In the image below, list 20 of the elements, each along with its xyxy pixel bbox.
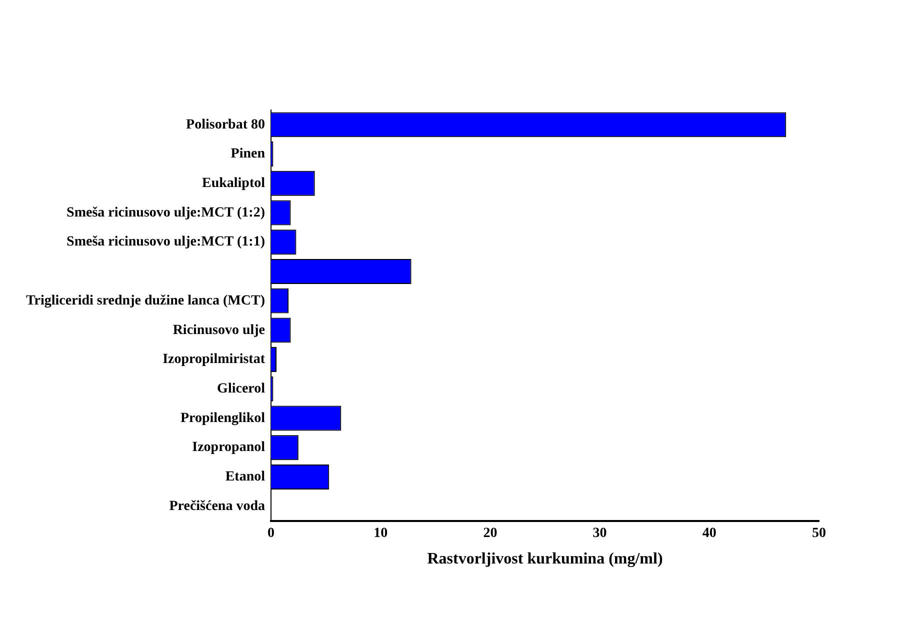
x-tick-label: 30 — [592, 526, 607, 542]
y-tick-label: Smeša ricinusovo ulje:MCT (1:2) — [66, 205, 266, 220]
y-tick-label: Polisorbat 80 — [186, 117, 266, 132]
y-tick-label: Glicerol — [217, 382, 266, 396]
y-tick-label: Smeša ricinusovo ulje:MCT (1:1) — [66, 234, 266, 250]
y-tick-label: Propilenglikol — [180, 410, 266, 426]
x-tick-label: 50 — [812, 526, 826, 542]
y-tick-label: Prečišćena voda — [169, 498, 266, 514]
y-tick-label: Eukaliptol — [202, 176, 266, 191]
x-axis-title: Rastvorljivost kurkumina (mg/ml) — [427, 550, 663, 568]
x-tick-label: 10 — [374, 526, 388, 542]
x-tick-label: 40 — [702, 526, 716, 542]
y-tick-label: Etanol — [225, 470, 266, 485]
y-tick-label: Izopropanol — [192, 440, 266, 456]
y-tick-label: Ricinusovo ulje — [172, 322, 266, 338]
x-tick-label: 20 — [483, 526, 498, 542]
y-tick-label: Trigliceridi srednje dužine lanca (MCT) — [26, 293, 266, 308]
y-tick-label: Pinen — [230, 146, 266, 162]
y-tick-label: Izopropilmiristat — [162, 352, 266, 368]
x-tick-label: 0 — [268, 526, 275, 542]
